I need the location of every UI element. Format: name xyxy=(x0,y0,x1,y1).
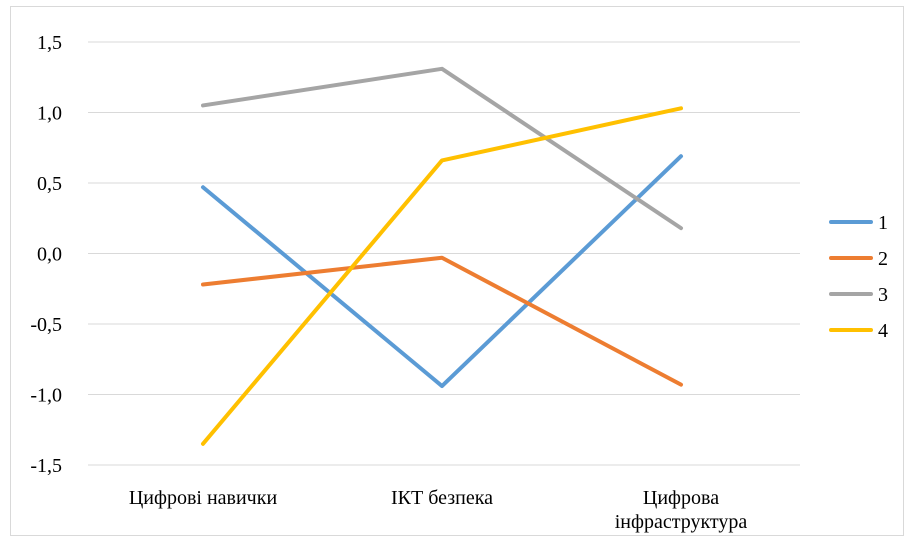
y-tick-label: -0,5 xyxy=(30,314,62,336)
y-tick-label: 0,5 xyxy=(37,173,62,195)
y-tick-label: -1,0 xyxy=(30,385,62,407)
gridlines xyxy=(88,41,800,466)
y-tick-label: -1,5 xyxy=(30,455,62,477)
x-tick-label: Цифрові навички xyxy=(129,487,278,509)
y-axis: 1,5 1,0 0,5 0,0 -0,5 -1,0 -1,5 xyxy=(30,32,62,477)
legend-label: 2 xyxy=(878,248,888,270)
legend-label: 4 xyxy=(878,320,888,342)
series-line-3 xyxy=(201,66,683,231)
y-tick-label: 0,0 xyxy=(37,244,62,266)
y-tick-label: 1,5 xyxy=(37,32,62,54)
series-line-1 xyxy=(201,154,683,389)
x-axis: Цифрові навички ІКТ безпека Цифроваінфраст… xyxy=(129,487,748,533)
legend-label: 1 xyxy=(878,212,888,234)
series-line-2 xyxy=(201,255,683,387)
x-tick-label: Цифрова xyxy=(643,487,719,509)
legend-label: 3 xyxy=(878,284,888,306)
y-tick-label: 1,0 xyxy=(37,103,62,125)
x-tick-label: інфраструктура xyxy=(615,511,748,533)
chart-area xyxy=(10,6,904,536)
legend: 1 2 3 4 xyxy=(829,212,888,342)
series-line-4 xyxy=(201,106,683,446)
plot-series xyxy=(201,66,683,446)
x-tick-label: ІКТ безпека xyxy=(391,487,493,509)
